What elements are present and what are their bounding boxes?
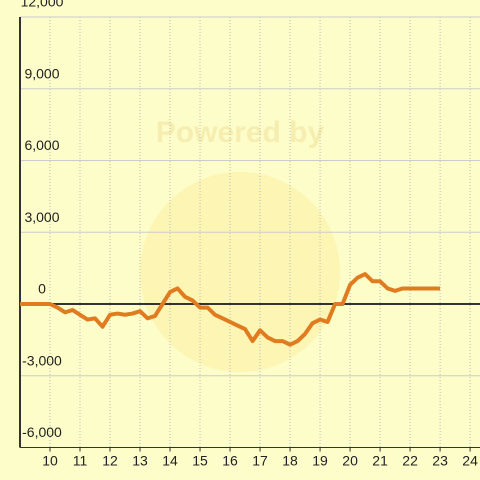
x-tick-label: 23 bbox=[432, 453, 448, 469]
x-tick-label: 17 bbox=[252, 453, 268, 469]
x-tick-label: 24 bbox=[462, 453, 478, 469]
y-tick-label: 3,000 bbox=[24, 209, 59, 225]
x-tick-label: 18 bbox=[282, 453, 298, 469]
x-tick-label: 15 bbox=[192, 453, 208, 469]
y-tick-label: 6,000 bbox=[24, 137, 59, 153]
y-tick-label: -3,000 bbox=[22, 352, 62, 368]
x-tick-label: 16 bbox=[222, 453, 238, 469]
y-tick-label: 12,000 bbox=[21, 0, 64, 10]
watermark: Powered by bbox=[156, 116, 325, 149]
data-line bbox=[20, 272, 441, 347]
x-tick-label: 20 bbox=[342, 453, 358, 469]
x-tick-label: 22 bbox=[402, 453, 418, 469]
x-tick-label: 21 bbox=[372, 453, 388, 469]
x-tick-label: 13 bbox=[132, 453, 148, 469]
y-tick-label: 0 bbox=[38, 281, 46, 297]
x-tick-label: 19 bbox=[312, 453, 328, 469]
y-tick-label: 9,000 bbox=[24, 65, 59, 81]
x-tick-label: 14 bbox=[162, 453, 178, 469]
x-tick-label: 10 bbox=[42, 453, 58, 469]
x-tick-label: 11 bbox=[73, 453, 88, 469]
y-tick-label: -6,000 bbox=[22, 424, 62, 440]
x-tick-label: 12 bbox=[102, 453, 118, 469]
